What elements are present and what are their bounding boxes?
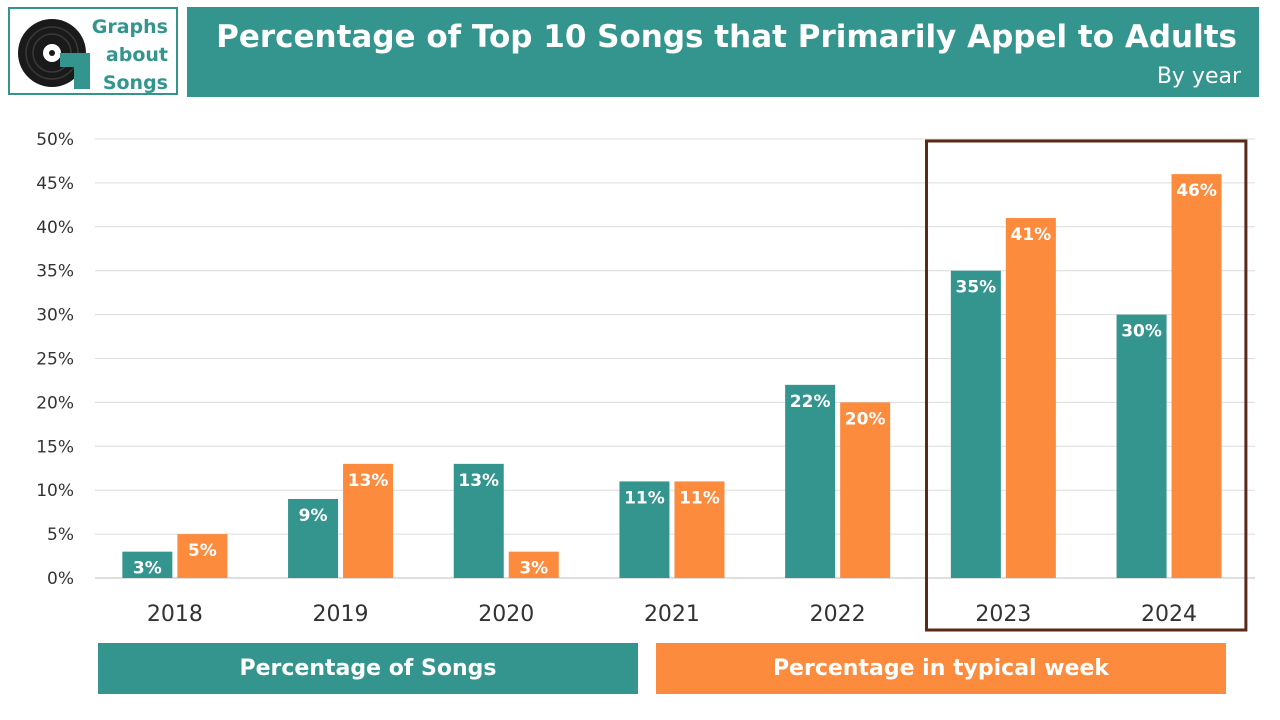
bar-songs	[122, 551, 173, 578]
bar-songs	[950, 270, 1001, 578]
data-label: 46%	[1176, 181, 1217, 201]
data-label: 20%	[845, 409, 886, 429]
data-label: 11%	[624, 488, 665, 508]
bar-songs	[785, 384, 836, 578]
x-category-label: 2020	[478, 602, 534, 627]
y-tick-label: 25%	[36, 350, 74, 370]
bar-typical-week	[674, 481, 725, 578]
bar-songs	[453, 463, 504, 578]
y-tick-label: 40%	[36, 218, 74, 238]
legend-item-percentage-in-typical-week: Percentage in typical week	[656, 643, 1226, 694]
bar-songs	[619, 481, 670, 578]
bar-songs	[1116, 314, 1167, 578]
data-label: 11%	[679, 488, 720, 508]
data-label: 13%	[348, 471, 389, 491]
bar-songs	[288, 498, 339, 578]
logo-line-2: about	[105, 44, 168, 66]
y-tick-label: 5%	[47, 525, 74, 545]
logo-line-3: Songs	[102, 72, 168, 94]
data-label: 3%	[133, 559, 162, 579]
bar-typical-week	[508, 551, 559, 578]
chart-title: Percentage of Top 10 Songs that Primaril…	[216, 19, 1237, 55]
x-category-label: 2024	[1141, 602, 1197, 627]
logo-text: Graphs about Songs	[92, 13, 168, 97]
x-category-label: 2019	[313, 602, 369, 627]
bar-typical-week	[1171, 174, 1222, 578]
data-label: 30%	[1121, 322, 1162, 342]
y-tick-label: 0%	[47, 569, 74, 589]
data-label: 13%	[458, 471, 499, 491]
logo-line-1: Graphs	[91, 16, 168, 38]
bar-typical-week	[177, 534, 228, 578]
y-tick-label: 20%	[36, 393, 74, 413]
y-tick-label: 45%	[36, 174, 74, 194]
x-category-label: 2023	[975, 602, 1031, 627]
x-category-label: 2021	[644, 602, 700, 627]
data-label: 41%	[1010, 225, 1051, 245]
header-banner: Percentage of Top 10 Songs that Primaril…	[187, 7, 1259, 97]
highlight-box	[925, 139, 1248, 632]
y-tick-label: 30%	[36, 306, 74, 326]
bar-typical-week	[343, 463, 394, 578]
logo: Graphs about Songs	[8, 7, 178, 95]
y-tick-label: 35%	[36, 262, 74, 282]
data-label: 9%	[299, 506, 328, 526]
chart-subtitle: By year	[1156, 64, 1241, 89]
data-label: 22%	[790, 392, 831, 412]
y-tick-label: 15%	[36, 437, 74, 457]
y-tick-label: 10%	[36, 481, 74, 501]
bar-typical-week	[840, 402, 891, 578]
data-label: 3%	[519, 559, 548, 579]
data-label: 5%	[188, 541, 217, 561]
x-category-label: 2022	[810, 602, 866, 627]
y-tick-label: 50%	[36, 130, 74, 150]
data-label: 35%	[955, 278, 996, 298]
bar-chart: 0% 5% 10% 15% 20% 25% 30% 35% 40% 45% 50% 3% 5% 2018 9…	[36, 130, 1255, 632]
legend-item-percentage-of-songs: Percentage of Songs	[98, 643, 638, 694]
bar-typical-week	[1005, 218, 1056, 578]
vinyl-record-icon	[18, 19, 90, 89]
x-category-label: 2018	[147, 602, 203, 627]
